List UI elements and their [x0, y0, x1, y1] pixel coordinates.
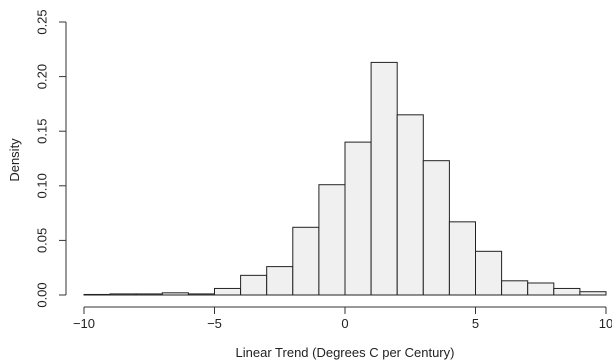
histogram-bars [83, 61, 607, 296]
y-tick-label: 0.05 [34, 228, 49, 253]
histogram-bar [292, 226, 320, 296]
histogram-bar [344, 141, 372, 296]
x-axis: −10 −5 0 5 10 [73, 306, 612, 331]
histogram-bar [527, 282, 555, 296]
x-tick-label: −5 [207, 316, 222, 331]
x-tick-label: 10 [599, 316, 612, 331]
x-tick-label: −10 [73, 316, 95, 331]
y-tick-label: 0.10 [34, 173, 49, 198]
histogram-bar [396, 114, 424, 296]
histogram-bar [553, 287, 581, 296]
histogram-bar [318, 184, 346, 296]
histogram-bar [161, 292, 189, 296]
x-axis-title: Linear Trend (Degrees C per Century) [236, 345, 455, 360]
histogram-bar [370, 61, 398, 296]
y-tick-label: 0.00 [34, 282, 49, 307]
histogram-bar [422, 160, 450, 296]
histogram-bar [579, 291, 607, 296]
histogram-bar [109, 293, 137, 296]
histogram-bar [214, 287, 242, 296]
histogram-bar [448, 221, 476, 296]
x-tick-label: 0 [341, 316, 348, 331]
histogram-bar [187, 293, 215, 296]
histogram-bar [135, 293, 163, 296]
x-tick-label: 5 [472, 316, 479, 331]
histogram-bar [266, 266, 294, 296]
histogram-bar [475, 250, 503, 296]
histogram-bar [83, 293, 111, 296]
y-axis: 0.00 0.05 0.10 0.15 0.20 0.25 [34, 9, 67, 308]
y-tick-label: 0.15 [34, 119, 49, 144]
histogram-bar [240, 274, 268, 296]
histogram-bar [501, 280, 529, 296]
y-tick-label: 0.20 [34, 64, 49, 89]
y-axis-title: Density [7, 138, 22, 182]
y-tick-label: 0.25 [34, 9, 49, 34]
